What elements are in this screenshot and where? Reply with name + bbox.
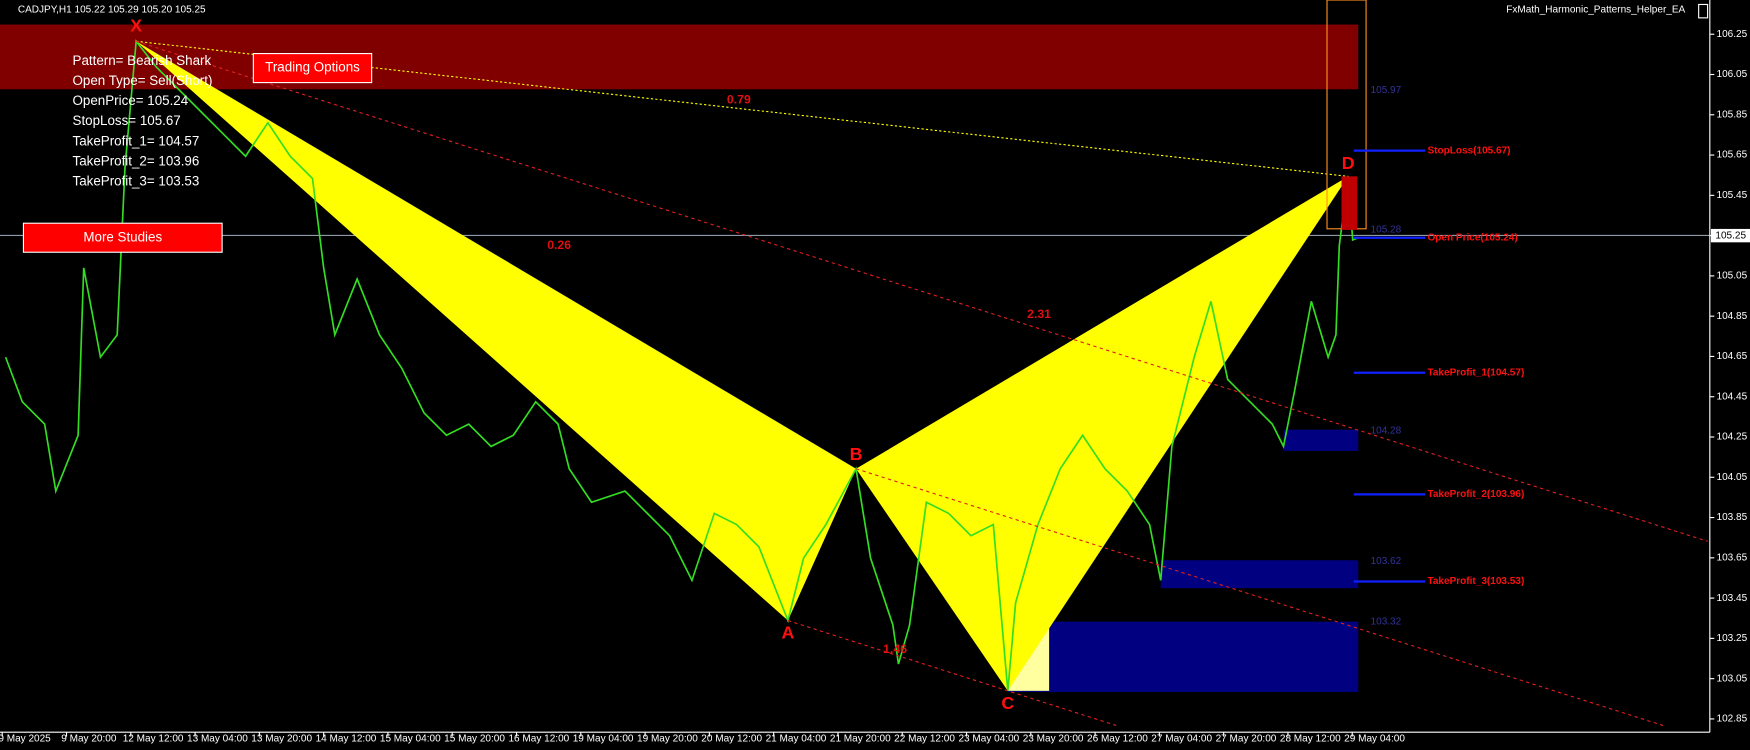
pattern-point: X: [130, 16, 142, 36]
button-label[interactable]: More Studies: [83, 229, 162, 244]
zone-label: 103.62: [1371, 556, 1402, 567]
x-tick-label: 15 May 20:00: [444, 733, 505, 744]
x-tick-label: 9 May 2025: [0, 733, 51, 744]
y-tick-label: 104.85: [1717, 311, 1748, 322]
pattern-point: D: [1342, 153, 1355, 173]
zone-label: 105.28: [1371, 225, 1402, 236]
x-tick-label: 27 May 20:00: [1216, 733, 1277, 744]
x-tick-label: 21 May 04:00: [766, 733, 827, 744]
y-tick-label: 106.25: [1717, 29, 1748, 40]
button[interactable]: [252, 53, 373, 84]
y-tick-label: 104.25: [1717, 432, 1748, 443]
pattern-point: C: [1001, 693, 1014, 713]
panel-line: Pattern= Bearish Shark: [73, 53, 212, 68]
zone: [1007, 621, 1359, 692]
x-tick-label: 26 May 12:00: [1087, 733, 1148, 744]
y-tick-label: 105.05: [1717, 271, 1748, 282]
channel-line: [855, 468, 1664, 726]
x-tick-label: 28 May 12:00: [1280, 733, 1341, 744]
channel-line: [135, 40, 1708, 542]
ratio-label: 0.79: [727, 93, 751, 107]
panel-line: OpenPrice= 105.24: [73, 93, 189, 108]
y-tick-label: 104.65: [1717, 351, 1748, 362]
y-tick-label: 103.45: [1717, 593, 1748, 604]
level-label: StopLoss(105.67): [1427, 145, 1510, 156]
x-tick-label: 19 May 20:00: [637, 733, 698, 744]
zone: [1160, 560, 1359, 589]
zone: [1283, 429, 1359, 451]
ratio-label: 1.46: [883, 642, 907, 656]
x-tick-label: 20 May 12:00: [701, 733, 762, 744]
y-tick-label: 104.05: [1717, 472, 1748, 483]
zone-label: 105.97: [1371, 85, 1402, 96]
x-tick-label: 13 May 20:00: [251, 733, 312, 744]
ea-name: FxMath_Harmonic_Patterns_Helper_EA: [1506, 5, 1685, 16]
sell-zone: [0, 24, 1359, 90]
button-label[interactable]: Trading Options: [265, 60, 360, 75]
entry-box: [1341, 176, 1358, 230]
panel-line: Open Type= Sell(Short): [73, 73, 213, 88]
panel-line: TakeProfit_2= 103.96: [73, 153, 200, 168]
button[interactable]: [22, 222, 223, 253]
x-tick-label: 13 May 04:00: [187, 733, 248, 744]
pattern-point: A: [782, 623, 795, 643]
symbol-info: CADJPY,H1 105.22 105.29 105.20 105.25: [18, 5, 206, 16]
pattern-point: B: [850, 444, 863, 464]
level-label: TakeProfit_2(103.96): [1427, 489, 1524, 500]
x-tick-label: 22 May 12:00: [894, 733, 955, 744]
x-tick-label: 14 May 12:00: [316, 733, 377, 744]
y-tick-label: 103.25: [1717, 633, 1748, 644]
panel-line: StopLoss= 105.67: [73, 113, 181, 128]
y-tick-label: 106.05: [1717, 69, 1748, 80]
y-tick-label: 105.85: [1717, 109, 1748, 120]
x-tick-label: 16 May 12:00: [508, 733, 569, 744]
x-tick-label: 9 May 20:00: [61, 733, 117, 744]
x-tick-label: 29 May 04:00: [1344, 733, 1405, 744]
panel-line: TakeProfit_3= 103.53: [73, 173, 200, 188]
y-tick-label: 103.05: [1717, 673, 1748, 684]
window-control[interactable]: [1698, 3, 1709, 19]
x-tick-label: 21 May 20:00: [830, 733, 891, 744]
zone-label: 103.32: [1371, 616, 1402, 627]
current-price-label: 105.25: [1715, 230, 1746, 241]
x-tick-label: 23 May 04:00: [958, 733, 1019, 744]
y-tick-label: 102.85: [1717, 714, 1748, 725]
pattern-xab: [136, 41, 857, 621]
x-tick-label: 23 May 20:00: [1023, 733, 1084, 744]
pattern-bcd: [856, 176, 1349, 691]
panel-line: TakeProfit_1= 104.57: [73, 133, 200, 148]
buttons: Trading Options More Studies: [22, 53, 373, 253]
current-price-box: [1710, 228, 1750, 243]
ratio-label: 2.31: [1027, 307, 1051, 321]
price-path: [4, 39, 1359, 691]
level-label: TakeProfit_3(103.53): [1427, 576, 1524, 587]
x-tick-label: 27 May 04:00: [1151, 733, 1212, 744]
level-label: TakeProfit_1(104.57): [1427, 367, 1524, 378]
ratio-label: 0.26: [547, 238, 571, 252]
y-tick-label: 105.45: [1717, 190, 1748, 201]
y-tick-label: 103.85: [1717, 512, 1748, 523]
level-label: Open Price(105.24): [1427, 232, 1517, 243]
y-tick-label: 103.65: [1717, 552, 1748, 563]
y-tick-label: 105.65: [1717, 150, 1748, 161]
x-tick-label: 19 May 04:00: [573, 733, 634, 744]
zone-label: 104.28: [1371, 425, 1402, 436]
y-tick-label: 104.45: [1717, 391, 1748, 402]
x-tick-label: 15 May 04:00: [380, 733, 441, 744]
x-tick-label: 12 May 12:00: [123, 733, 184, 744]
